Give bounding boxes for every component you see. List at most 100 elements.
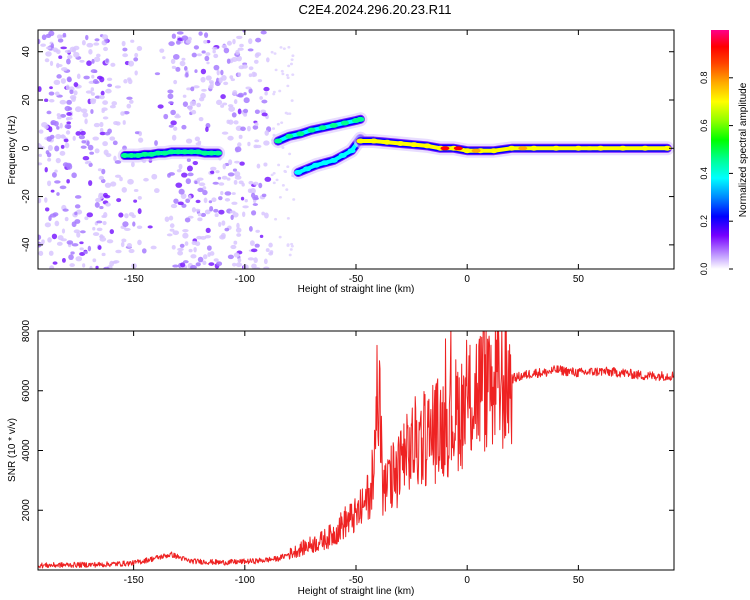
track-hotspot [518, 146, 528, 151]
noise-speck [128, 60, 135, 67]
noise-speck [244, 199, 248, 203]
noise-speck [98, 175, 105, 181]
noise-speck [53, 120, 59, 127]
noise-speck [134, 131, 140, 135]
noise-speck [197, 187, 204, 193]
noise-speck [184, 241, 189, 246]
track-blob [329, 157, 338, 163]
noise-speck [136, 225, 143, 229]
noise-speck [47, 237, 52, 243]
noise-speck [65, 116, 73, 121]
noise-speck [56, 113, 61, 117]
noise-speck [206, 245, 212, 251]
noise-speck [263, 140, 270, 146]
noise-speck [186, 165, 193, 172]
noise-speck [281, 72, 285, 76]
noise-speck [185, 178, 191, 185]
noise-speck [41, 34, 47, 41]
track-blob [160, 150, 169, 156]
track-blob [423, 143, 432, 149]
noise-speck [98, 235, 105, 239]
noise-speck [62, 162, 69, 167]
noise-speck [74, 204, 81, 209]
noise-speck [44, 222, 51, 228]
noise-speck [111, 101, 118, 106]
noise-speck [176, 169, 182, 173]
noise-speck [90, 109, 94, 114]
noise-speck [182, 94, 187, 98]
track-blob [463, 148, 472, 154]
noise-speck [92, 226, 96, 231]
noise-speck [264, 130, 269, 136]
noise-speck [137, 196, 142, 200]
noise-speck [82, 112, 89, 118]
noise-speck [59, 134, 66, 139]
noise-speck [90, 92, 95, 96]
noise-speck [102, 141, 108, 147]
noise-speck [133, 199, 138, 203]
noise-speck [107, 83, 113, 88]
noise-speck [75, 256, 83, 262]
noise-speck [237, 92, 244, 98]
noise-speck [221, 175, 228, 180]
noise-speck [290, 244, 294, 248]
noise-speck [243, 97, 250, 104]
noise-speck [190, 265, 197, 269]
noise-speck [200, 68, 207, 75]
snr-plot-area [38, 331, 674, 570]
track-blob [134, 153, 143, 159]
noise-speck [38, 86, 42, 92]
noise-speck [41, 239, 45, 244]
noise-speck [54, 145, 60, 152]
noise-speck [268, 252, 274, 256]
noise-speck [49, 213, 57, 218]
noise-speck [263, 162, 268, 167]
noise-speck [114, 85, 121, 89]
noise-speck [86, 140, 90, 147]
noise-speck [247, 257, 255, 261]
noise-speck [115, 249, 122, 254]
noise-speck [136, 45, 143, 52]
noise-speck [56, 192, 60, 196]
snr-y-label: SNR (10 * v/v) [7, 418, 18, 482]
noise-speck [122, 221, 129, 227]
noise-speck [56, 34, 63, 40]
track-blob [396, 140, 405, 146]
noise-speck [278, 195, 282, 199]
noise-speck [101, 168, 106, 175]
noise-speck [213, 258, 219, 262]
noise-speck [234, 146, 242, 153]
noise-speck [241, 182, 245, 187]
noise-speck [202, 260, 207, 266]
noise-speck [73, 82, 79, 88]
noise-speck [90, 87, 95, 92]
snr-series [38, 331, 674, 569]
noise-speck [291, 54, 295, 58]
noise-speck [287, 64, 291, 68]
noise-speck [190, 254, 197, 259]
noise-speck [66, 121, 71, 125]
noise-speck [206, 40, 211, 44]
noise-speck [195, 262, 201, 267]
noise-speck [54, 220, 60, 227]
noise-speck [227, 172, 235, 177]
noise-speck [168, 215, 174, 221]
noise-speck [201, 88, 207, 92]
noise-speck [63, 138, 69, 143]
noise-speck [239, 161, 245, 166]
noise-speck [213, 53, 219, 59]
noise-speck [112, 140, 118, 146]
noise-speck [202, 186, 207, 190]
noise-speck [209, 81, 214, 88]
x-tick-label: -100 [235, 274, 255, 285]
noise-speck [143, 177, 149, 182]
noise-speck [230, 214, 234, 221]
noise-speck [50, 43, 55, 48]
noise-speck [46, 152, 52, 158]
noise-speck [100, 90, 105, 96]
noise-speck [71, 96, 76, 102]
noise-speck [88, 180, 93, 186]
noise-speck [114, 160, 122, 164]
noise-speck [171, 244, 176, 250]
noise-speck [203, 197, 208, 204]
